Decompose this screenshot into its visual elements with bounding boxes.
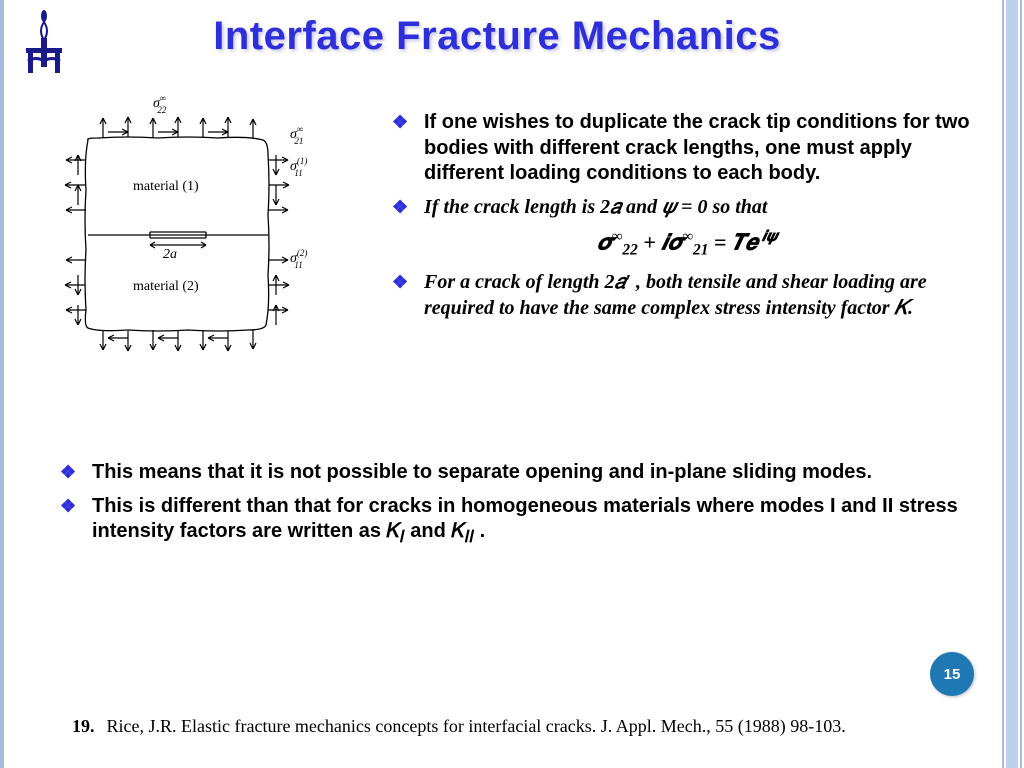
bullet-b2: This is different than that for cracks i…: [58, 494, 964, 548]
equation: 𝝈∞22 + 𝒊𝝈∞21 = 𝑻𝒆 𝒊𝝍: [390, 228, 984, 260]
diagram-label-mat1: material (1): [133, 179, 199, 194]
arrows-left-shear: [75, 155, 81, 325]
slide-title: Interface Fracture Mechanics: [0, 14, 994, 59]
reference-text: Rice, J.R. Elastic fracture mechanics co…: [107, 716, 846, 736]
slide-border-left: [0, 0, 4, 768]
diagram-label-crack: 2a: [163, 247, 177, 262]
arrows-right-shear: [273, 155, 279, 325]
page-number-badge: 15: [930, 652, 974, 696]
bimaterial-crack-diagram: material (1) material (2) 2a σ∞22 σ∞21 σ…: [28, 90, 328, 370]
arrows-right: [268, 157, 289, 313]
arrows-bottom-shear: [108, 335, 228, 341]
reference: 19. Rice, J.R. Elastic fracture mechanic…: [72, 715, 914, 738]
svg-text:σ(1)11: σ(1)11: [290, 156, 307, 178]
svg-text:σ(2)11: σ(2)11: [290, 248, 307, 270]
bullet-r1: If one wishes to duplicate the crack tip…: [390, 110, 984, 187]
bullet-r2: If the crack length is 2𝑎 and 𝜓 = 0 so t…: [390, 195, 984, 221]
arrows-bottom: [100, 329, 256, 351]
svg-text:σ∞21: σ∞21: [290, 124, 303, 146]
arrows-top-shear: [108, 129, 228, 135]
bullet-r3: For a crack of length 2𝑎′ , both tensile…: [390, 270, 984, 321]
diagram-label-mat2: material (2): [133, 279, 199, 294]
content-right-col: If one wishes to duplicate the crack tip…: [390, 110, 984, 329]
slide-border-right: [1000, 0, 1024, 768]
svg-text:σ∞22: σ∞22: [153, 93, 167, 115]
bullet-b1: This means that it is not possible to se…: [58, 460, 964, 486]
content-bottom: This means that it is not possible to se…: [58, 460, 964, 556]
reference-number: 19.: [72, 715, 102, 738]
arrows-top: [100, 117, 256, 139]
